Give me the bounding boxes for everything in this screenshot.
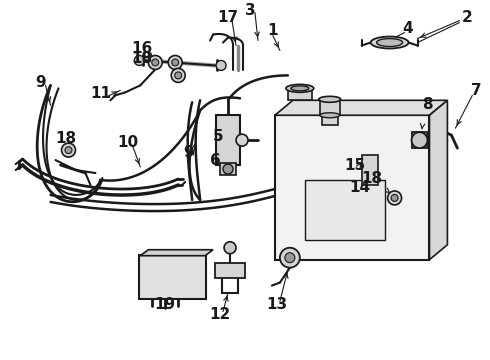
Circle shape: [148, 55, 162, 69]
Text: 17: 17: [218, 10, 239, 25]
Circle shape: [134, 55, 144, 66]
Text: 8: 8: [422, 97, 433, 112]
Text: 18: 18: [55, 131, 76, 146]
Ellipse shape: [377, 39, 403, 46]
Bar: [220, 163, 236, 175]
Circle shape: [62, 143, 75, 157]
Bar: [322, 115, 338, 125]
Text: 3: 3: [245, 3, 255, 18]
Text: 4: 4: [402, 21, 413, 36]
Polygon shape: [275, 100, 447, 115]
Text: 12: 12: [209, 307, 231, 322]
Text: 18: 18: [132, 51, 153, 66]
Text: 19: 19: [155, 297, 176, 312]
Circle shape: [236, 134, 248, 146]
Circle shape: [168, 55, 182, 69]
Polygon shape: [429, 100, 447, 260]
Text: 13: 13: [267, 297, 288, 312]
Circle shape: [172, 59, 179, 66]
Ellipse shape: [320, 113, 340, 118]
Polygon shape: [140, 250, 213, 256]
Circle shape: [412, 132, 427, 148]
Ellipse shape: [370, 37, 409, 49]
Text: 18: 18: [361, 171, 382, 185]
Text: 11: 11: [90, 86, 111, 101]
Circle shape: [285, 253, 295, 263]
Bar: [216, 115, 240, 165]
Text: 5: 5: [213, 129, 223, 144]
Circle shape: [388, 191, 401, 205]
Bar: [412, 132, 427, 148]
Bar: [362, 155, 378, 185]
Circle shape: [223, 164, 233, 174]
Bar: [288, 88, 312, 100]
Circle shape: [216, 60, 226, 71]
Circle shape: [65, 147, 72, 154]
Bar: [215, 263, 245, 278]
Text: 10: 10: [118, 135, 139, 150]
Text: 15: 15: [344, 158, 365, 172]
Text: 16: 16: [132, 41, 153, 56]
Text: 2: 2: [462, 10, 473, 25]
Circle shape: [152, 59, 159, 66]
Text: 7: 7: [471, 83, 482, 98]
Text: 1: 1: [268, 23, 278, 38]
Circle shape: [280, 248, 300, 268]
Ellipse shape: [286, 84, 314, 92]
Ellipse shape: [319, 96, 341, 102]
Bar: [305, 180, 385, 240]
FancyBboxPatch shape: [139, 255, 206, 298]
Text: 9: 9: [35, 75, 46, 90]
Polygon shape: [275, 115, 429, 260]
Text: 9: 9: [183, 145, 194, 159]
Circle shape: [224, 242, 236, 254]
Bar: [320, 99, 340, 115]
Text: 14: 14: [349, 180, 370, 195]
Text: 6: 6: [210, 153, 220, 167]
Circle shape: [175, 72, 182, 79]
Circle shape: [391, 194, 398, 201]
Circle shape: [171, 68, 185, 82]
Ellipse shape: [291, 86, 309, 91]
